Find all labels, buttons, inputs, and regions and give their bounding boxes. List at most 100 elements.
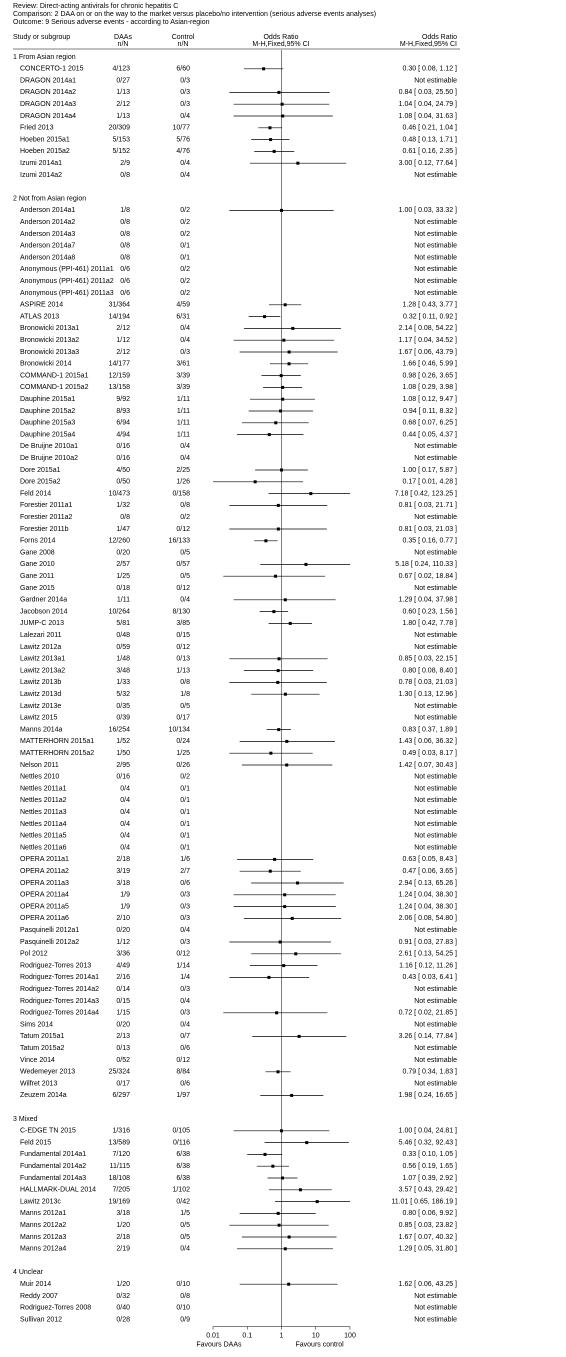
odds-ratio: [288, 621, 292, 625]
control-count: 4/76: [176, 148, 190, 155]
daas-count: 12/159: [109, 372, 131, 379]
effect-label: 0.72 [ 0.02, 21.85 ]: [399, 1010, 457, 1017]
effect-label: 1.98 [ 0.24, 16.65 ]: [399, 1092, 457, 1099]
daas-count: 2/9: [120, 160, 130, 167]
study-name: COMMAND-1 2015a1: [20, 372, 89, 379]
study-name: Anderson 2014a2: [20, 219, 75, 226]
study-name: Pol 2012: [20, 951, 48, 958]
daas-count: 0/8: [120, 219, 130, 226]
control-count: 0/3: [180, 903, 190, 910]
daas-count: 1/32: [116, 502, 130, 509]
study-name: Rodriguez-Torres 2014a1: [20, 974, 99, 981]
study-name: Hoeben 2015a1: [20, 136, 70, 143]
daas-count: 0/20: [116, 549, 130, 556]
daas-count: 2/57: [116, 561, 130, 568]
control-count: 1/11: [177, 420, 190, 427]
study-name: Fundamental 2014a2: [20, 1163, 86, 1170]
effect-label: 0.98 [ 0.26, 3.65 ]: [403, 372, 458, 379]
control-count: 8/130: [172, 608, 190, 615]
effect-label: Not estimable: [414, 585, 457, 592]
study-name: Lawitz 2012a: [20, 644, 61, 651]
control-count: 0/3: [180, 349, 190, 356]
effect-label: 1.24 [ 0.04, 38.30 ]: [399, 903, 457, 910]
control-count: 0/3: [180, 986, 190, 993]
study-name: Pasquinelli 2012a1: [20, 927, 79, 934]
column-header: DAAs: [114, 34, 132, 41]
daas-count: 4/49: [116, 962, 130, 969]
effect-label: 2.94 [ 0.13, 65.26 ]: [399, 880, 457, 887]
control-count: 0/5: [180, 1222, 190, 1229]
study-name: Rodriguez-Torres 2008: [20, 1305, 91, 1312]
daas-count: 7/120: [112, 1151, 130, 1158]
odds-ratio: [287, 362, 291, 366]
odds-ratio: [277, 90, 281, 94]
control-count: 1/11: [177, 396, 190, 403]
effect-label: 1.00 [ 0.03, 33.32 ]: [399, 207, 457, 214]
control-count: 0/2: [180, 290, 190, 297]
study-name: Gane 2008: [20, 549, 55, 556]
study-name: Bronowicki 2013a2: [20, 337, 79, 344]
study-name: OPERA 2011a6: [20, 915, 69, 922]
daas-count: 0/52: [116, 1057, 130, 1064]
study-name: Wilfret 2013: [20, 1080, 57, 1087]
study-name: Rodriguez-Torres 2013: [20, 962, 91, 969]
effect-label: 1.42 [ 0.07, 30.43 ]: [399, 762, 457, 769]
odds-ratio: [275, 1011, 279, 1015]
effect-label: Not estimable: [414, 644, 457, 651]
odds-ratio: [285, 739, 289, 743]
effect-label: 0.79 [ 0.34, 1.83 ]: [403, 1069, 458, 1076]
daas-count: 0/8: [120, 243, 130, 250]
control-count: 6/31: [176, 313, 190, 320]
daas-count: 5/32: [116, 691, 130, 698]
effect-label: Not estimable: [414, 774, 457, 781]
daas-count: 1/8: [120, 207, 130, 214]
effect-label: Not estimable: [414, 77, 457, 84]
daas-count: 3/18: [116, 1210, 130, 1217]
daas-count: 1/316: [112, 1128, 130, 1135]
daas-count: 8/93: [116, 408, 130, 415]
review: Review: Direct-acting antivirals for chr…: [13, 3, 178, 10]
effect-label: 1.00 [ 0.04, 24.81 ]: [399, 1128, 457, 1135]
daas-count: 0/20: [116, 1021, 130, 1028]
control-count: 0/42: [176, 1198, 190, 1205]
effect-label: 1.00 [ 0.17, 5.87 ]: [403, 467, 458, 474]
effect-label: 0.61 [ 0.16, 2.35 ]: [403, 148, 458, 155]
control-count: 0/4: [180, 160, 190, 167]
column-header: Control: [172, 34, 195, 41]
daas-count: 0/6: [120, 278, 130, 285]
effect-label: Not estimable: [414, 231, 457, 238]
odds-ratio: [281, 385, 285, 389]
daas-count: 0/15: [116, 998, 130, 1005]
effect-label: 0.78 [ 0.03, 21.03 ]: [399, 679, 457, 686]
effect-label: Not estimable: [414, 1045, 457, 1052]
control-count: 1/11: [177, 408, 190, 415]
effect-label: Not estimable: [414, 549, 457, 556]
study-name: Anderson 2014a7: [20, 243, 75, 250]
daas-count: 4/123: [112, 66, 130, 73]
effect-label: 1.62 [ 0.06, 43.25 ]: [399, 1281, 457, 1288]
control-count: 10/77: [172, 125, 190, 132]
odds-ratio: [263, 1152, 267, 1156]
study-name: Manns 2012a4: [20, 1246, 66, 1253]
control-count: 0/4: [180, 1021, 190, 1028]
daas-count: 0/4: [120, 821, 130, 828]
study-name: Rodriguez-Torres 2014a3: [20, 998, 99, 1005]
effect-label: 0.32 [ 0.11, 0.92 ]: [403, 313, 457, 320]
odds-ratio: [287, 1282, 291, 1286]
daas-count: 11/115: [110, 1163, 130, 1170]
study-name: Nettles 2011a4: [20, 821, 67, 828]
control-count: 0/12: [176, 1057, 190, 1064]
daas-count: 6/297: [112, 1092, 130, 1099]
study-name: Manns 2012a3: [20, 1234, 66, 1241]
control-count: 0/10: [176, 1281, 190, 1288]
odds-ratio: [281, 1176, 285, 1180]
effect-label: 0.84 [ 0.03, 25.50 ]: [399, 89, 457, 96]
effect-label: 0.35 [ 0.16, 0.77 ]: [403, 538, 458, 545]
control-count: 8/84: [176, 1069, 190, 1076]
odds-ratio: [297, 1034, 301, 1038]
study-name: OPERA 2011a5: [20, 903, 69, 910]
daas-count: 0/18: [116, 585, 130, 592]
odds-ratio: [276, 1070, 280, 1074]
daas-count: 0/20: [116, 927, 130, 934]
study-name: OPERA 2011a1: [20, 856, 69, 863]
